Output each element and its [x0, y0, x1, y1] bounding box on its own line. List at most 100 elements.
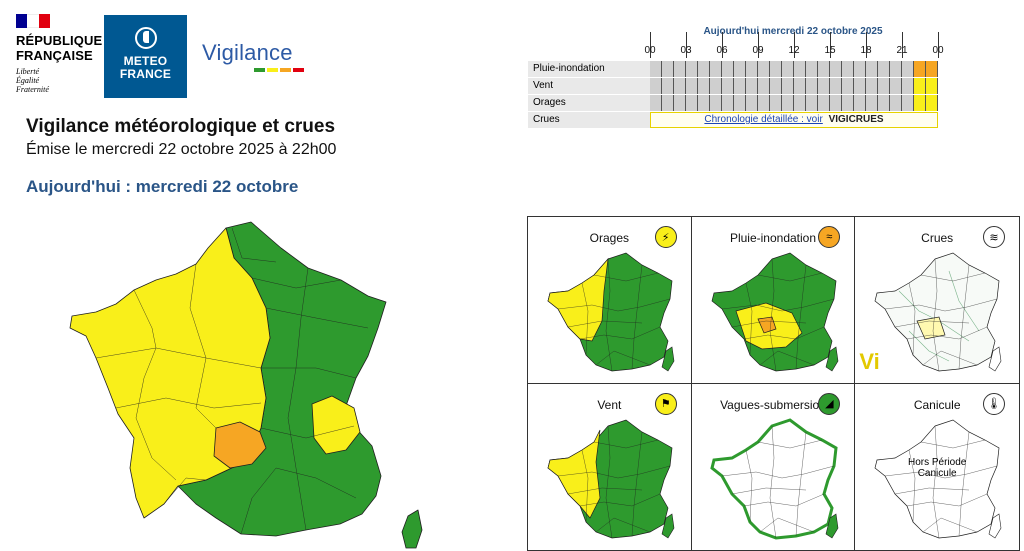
timeline-hour-label: 09 [752, 45, 764, 56]
timeline-cells [650, 61, 938, 77]
vigilance-logo[interactable]: Vigilance [202, 40, 312, 80]
mf-line2: FRANCE [119, 67, 172, 81]
vigilance-color-bars [254, 68, 312, 72]
panel-orages[interactable]: Orages ⚡ [528, 217, 692, 384]
timeline-cell [794, 61, 806, 77]
timeline-cell [650, 78, 662, 94]
panel-title: Vagues-submersion [720, 397, 826, 412]
timeline-cell [830, 78, 842, 94]
timeline-row-label: Pluie-inondation [528, 61, 650, 77]
timeline-cell [758, 95, 770, 111]
vigilance-word: Vigilance [202, 40, 293, 65]
timeline-cell [722, 78, 734, 94]
timeline-cell [818, 61, 830, 77]
timeline-row[interactable]: Pluie-inondation [528, 61, 948, 77]
rf-motto-1: Liberté [16, 67, 40, 76]
timeline-cell [710, 78, 722, 94]
rf-motto-3: Fraternité [16, 85, 49, 94]
timeline-cell [782, 78, 794, 94]
republique-francaise-logo: RÉPUBLIQUE FRANÇAISE Liberté Égalité Fra… [16, 14, 106, 104]
panel-title: Orages [589, 231, 629, 245]
panel-title: Pluie-inondation [729, 231, 817, 245]
timeline-hour-label: 15 [824, 45, 836, 56]
timeline-row-label: Orages [528, 95, 650, 111]
map-zone-alps-yellow [311, 395, 361, 455]
map-zone-centre-orange [213, 421, 267, 469]
timeline-cell [710, 61, 722, 77]
timeline-cell [878, 61, 890, 77]
timeline-cell [890, 78, 902, 94]
timeline-hour-label: 12 [788, 45, 800, 56]
timeline-cell [926, 95, 938, 111]
rf-name-line2: FRANÇAISE [16, 48, 93, 63]
page-title: Vigilance météorologique et crues [26, 116, 336, 137]
timeline-tick [830, 32, 831, 58]
timeline-cell [662, 95, 674, 111]
timeline-cell [686, 78, 698, 94]
mf-line1: METEO [123, 54, 168, 68]
timeline-cell [914, 78, 926, 94]
timeline-hour-label: 00 [932, 45, 944, 56]
canicule-note-line2: Canicule [917, 467, 957, 479]
timeline-cell [878, 95, 890, 111]
timeline-cell [854, 61, 866, 77]
timeline-cell [686, 61, 698, 77]
panel-vent[interactable]: Vent ⚑ [528, 383, 692, 550]
chronology-link[interactable]: Chronologie détaillée : voir [704, 114, 823, 125]
timeline-row[interactable]: Vent [528, 78, 948, 94]
timeline-cell [782, 61, 794, 77]
panel-crues[interactable]: Crues ≋ Vi [855, 217, 1019, 384]
timeline-cell [926, 61, 938, 77]
map-corsica [401, 509, 423, 549]
timeline-cell [674, 78, 686, 94]
timeline-cell [674, 95, 686, 111]
panel-france-map [874, 419, 1002, 538]
meteo-france-logo[interactable]: METEO FRANCE [104, 15, 187, 98]
timeline-hour-label: 18 [860, 45, 872, 56]
timeline-cell [770, 61, 782, 77]
panel-france-map [547, 419, 675, 538]
timeline-date: Aujourd'hui mercredi 22 octobre 2025 [703, 26, 883, 37]
timeline-cell [662, 61, 674, 77]
timeline-cell [746, 61, 758, 77]
timeline-cell [866, 95, 878, 111]
lightning-icon: ⚡ [654, 226, 677, 248]
waves-icon: ≋ [983, 226, 1005, 248]
rain-icon: ≈ [818, 226, 841, 248]
crues-chronology: Chronologie détaillée : voir VIGICRUES [650, 112, 938, 128]
timeline-hour-label: 00 [644, 45, 656, 56]
timeline-cell [698, 61, 710, 77]
timeline-tick [650, 32, 651, 58]
panel-vagues-submersion[interactable]: Vagues-submersion ◢ [692, 383, 856, 550]
timeline-cell [902, 95, 914, 111]
main-vigilance-map[interactable] [56, 218, 436, 551]
timeline-hour-label: 06 [716, 45, 728, 56]
timeline-cell [806, 78, 818, 94]
panel-title: Crues [921, 231, 954, 245]
rf-name-line1: RÉPUBLIQUE [16, 33, 103, 48]
timeline-cell [746, 95, 758, 111]
french-flag-icon [16, 14, 50, 28]
vigilance-timeline: Aujourd'hui mercredi 22 octobre 2025 00 0… [528, 22, 948, 132]
panel-title: Canicule [913, 397, 961, 412]
timeline-cell [734, 95, 746, 111]
panel-canicule[interactable]: Canicule 🌡 Hors Période Canicule [855, 384, 1019, 551]
timeline-row[interactable]: Orages [528, 95, 948, 111]
timeline-cell [662, 78, 674, 94]
timeline-cell [854, 78, 866, 94]
timeline-cell [926, 78, 938, 94]
panel-pluie-inondation[interactable]: Pluie-inondation ≈ [691, 217, 856, 384]
panel-france-map [874, 252, 1002, 372]
timeline-cell [818, 95, 830, 111]
timeline-cell [914, 61, 926, 77]
thermometer-icon: 🌡 [983, 392, 1005, 415]
vigicrues-mark-icon: Vi [859, 348, 880, 374]
timeline-cell [818, 78, 830, 94]
timeline-cell [770, 78, 782, 94]
timeline-hour-label: 21 [896, 45, 908, 56]
vigicrues-link[interactable]: VIGICRUES [828, 114, 884, 125]
timeline-row-label: Crues [528, 112, 650, 128]
timeline-cell [806, 95, 818, 111]
canicule-note: Hors Période Canicule [855, 457, 1019, 479]
issue-date: Émise le mercredi 22 octobre 2025 à 22h0… [26, 141, 337, 158]
